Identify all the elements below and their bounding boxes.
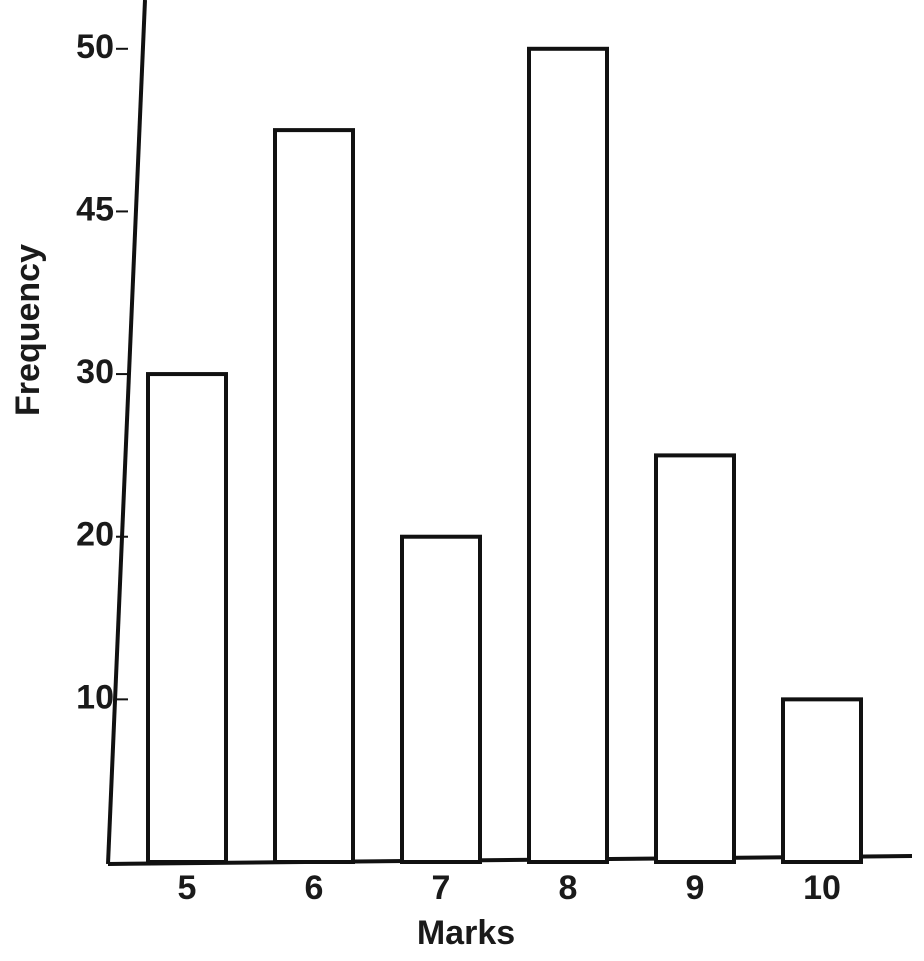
bar [273, 128, 355, 864]
bar [527, 46, 609, 864]
y-tick-label: 20 [76, 516, 114, 554]
y-tick-label: 30 [76, 353, 114, 391]
x-tick-label: 8 [559, 869, 578, 907]
x-tick-label: 10 [803, 869, 841, 907]
x-tick-label: 5 [178, 869, 197, 907]
y-tick-label: 10 [76, 678, 114, 716]
bar [654, 453, 736, 864]
y-tick-label: 50 [76, 28, 114, 66]
y-axis [106, 0, 147, 865]
x-axis-title: Marks [417, 914, 515, 952]
y-axis-title: Frequency [9, 244, 47, 416]
bar [781, 697, 863, 865]
x-tick-label: 9 [686, 869, 705, 907]
bar [146, 372, 228, 864]
y-tick-label: 45 [76, 190, 114, 228]
x-axis [107, 854, 913, 866]
x-tick-label: 6 [305, 869, 324, 907]
bar [400, 534, 482, 864]
x-tick-label: 7 [432, 869, 451, 907]
